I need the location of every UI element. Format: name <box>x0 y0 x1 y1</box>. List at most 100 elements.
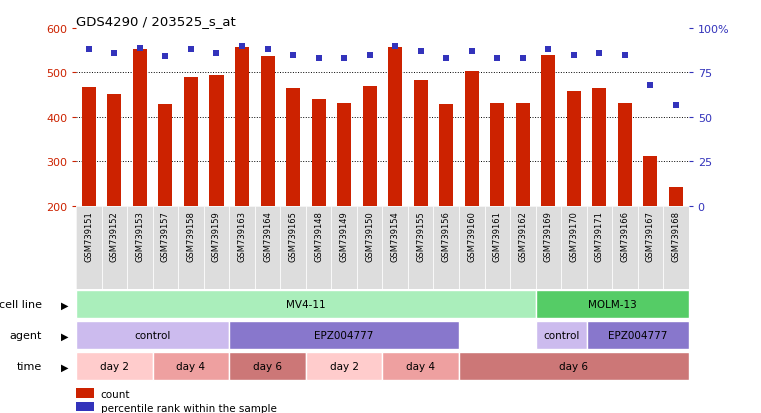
Text: GSM739148: GSM739148 <box>314 211 323 261</box>
Bar <box>567 92 581 206</box>
Bar <box>306 206 331 289</box>
Text: control: control <box>543 330 579 341</box>
Text: count: count <box>100 389 130 399</box>
Bar <box>133 50 147 206</box>
Bar <box>536 291 689 318</box>
Text: cell line: cell line <box>0 299 42 310</box>
Text: ▶: ▶ <box>61 361 68 372</box>
Bar <box>178 206 204 289</box>
Bar <box>459 206 485 289</box>
Bar <box>280 206 306 289</box>
Text: GSM739151: GSM739151 <box>84 211 94 261</box>
Text: GSM739156: GSM739156 <box>441 211 451 261</box>
Bar <box>612 206 638 289</box>
Bar <box>255 206 280 289</box>
Text: GSM739162: GSM739162 <box>518 211 527 261</box>
Bar <box>638 206 663 289</box>
Bar <box>76 353 153 380</box>
Text: GSM739155: GSM739155 <box>416 211 425 261</box>
Bar <box>536 322 587 349</box>
Bar <box>541 56 556 206</box>
Bar <box>209 76 224 206</box>
Text: ▶: ▶ <box>61 330 68 341</box>
Bar <box>76 291 536 318</box>
Text: GSM739168: GSM739168 <box>671 211 680 261</box>
Bar <box>434 206 459 289</box>
Bar <box>153 353 229 380</box>
Bar <box>306 353 382 380</box>
Bar <box>408 206 434 289</box>
Text: GSM739166: GSM739166 <box>620 211 629 261</box>
Bar <box>663 206 689 289</box>
Text: MOLM-13: MOLM-13 <box>587 299 636 310</box>
Bar <box>516 104 530 206</box>
Bar <box>643 157 658 206</box>
Bar <box>102 206 127 289</box>
Bar <box>76 402 94 412</box>
Bar <box>229 206 255 289</box>
Bar <box>485 206 510 289</box>
Text: day 6: day 6 <box>253 361 282 372</box>
Bar <box>669 188 683 206</box>
Bar <box>587 206 612 289</box>
Bar <box>363 87 377 206</box>
Text: GSM739170: GSM739170 <box>569 211 578 261</box>
Text: GSM739153: GSM739153 <box>135 211 145 261</box>
Bar <box>536 206 561 289</box>
Bar <box>235 48 249 206</box>
Bar <box>414 81 428 206</box>
Bar <box>331 206 357 289</box>
Bar <box>337 104 351 206</box>
Bar <box>311 100 326 206</box>
Bar <box>229 322 459 349</box>
Bar <box>127 206 153 289</box>
Bar <box>592 89 607 206</box>
Text: GSM739167: GSM739167 <box>646 211 655 261</box>
Text: control: control <box>135 330 171 341</box>
Bar <box>260 57 275 206</box>
Bar <box>107 95 122 206</box>
Text: GSM739160: GSM739160 <box>467 211 476 261</box>
Text: EPZ004777: EPZ004777 <box>608 330 667 341</box>
Bar <box>82 88 96 206</box>
Bar <box>286 89 300 206</box>
Text: percentile rank within the sample: percentile rank within the sample <box>100 403 276 413</box>
Bar <box>510 206 536 289</box>
Bar <box>357 206 383 289</box>
Bar <box>383 353 459 380</box>
Bar <box>465 72 479 206</box>
Bar <box>587 322 689 349</box>
Bar <box>383 206 408 289</box>
Bar <box>204 206 229 289</box>
Text: GSM739161: GSM739161 <box>493 211 501 261</box>
Text: GSM739164: GSM739164 <box>263 211 272 261</box>
Bar <box>158 104 173 206</box>
Bar <box>388 48 402 206</box>
Bar <box>76 322 229 349</box>
Bar <box>561 206 587 289</box>
Text: day 2: day 2 <box>100 361 129 372</box>
Bar <box>76 206 102 289</box>
Text: day 4: day 4 <box>177 361 205 372</box>
Text: day 4: day 4 <box>406 361 435 372</box>
Text: GSM739171: GSM739171 <box>595 211 604 261</box>
Text: ▶: ▶ <box>61 299 68 310</box>
Bar <box>459 353 689 380</box>
Text: GSM739157: GSM739157 <box>161 211 170 261</box>
Bar <box>229 353 306 380</box>
Text: day 6: day 6 <box>559 361 588 372</box>
Text: GDS4290 / 203525_s_at: GDS4290 / 203525_s_at <box>76 15 236 28</box>
Text: GSM739159: GSM739159 <box>212 211 221 261</box>
Text: time: time <box>17 361 42 372</box>
Text: GSM739149: GSM739149 <box>339 211 349 261</box>
Text: EPZ004777: EPZ004777 <box>314 330 374 341</box>
Bar <box>153 206 178 289</box>
Bar <box>439 104 454 206</box>
Text: MV4-11: MV4-11 <box>286 299 326 310</box>
Text: GSM739154: GSM739154 <box>390 211 400 261</box>
Bar <box>490 104 505 206</box>
Bar <box>618 104 632 206</box>
Text: GSM739165: GSM739165 <box>288 211 298 261</box>
Text: GSM739152: GSM739152 <box>110 211 119 261</box>
Text: GSM739158: GSM739158 <box>186 211 196 261</box>
